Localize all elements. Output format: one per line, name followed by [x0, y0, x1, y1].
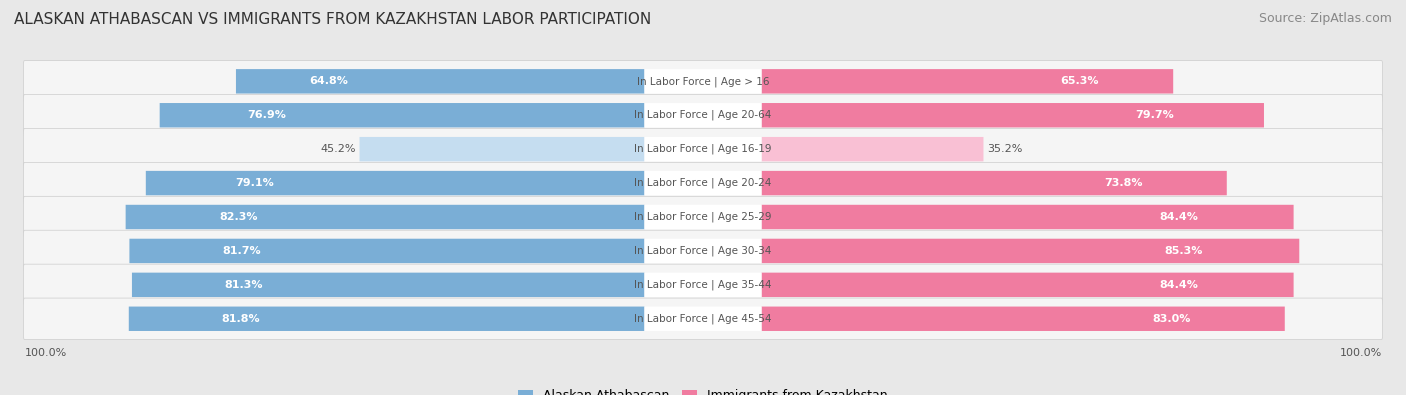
FancyBboxPatch shape	[644, 69, 762, 94]
Text: ALASKAN ATHABASCAN VS IMMIGRANTS FROM KAZAKHSTAN LABOR PARTICIPATION: ALASKAN ATHABASCAN VS IMMIGRANTS FROM KA…	[14, 12, 651, 27]
Text: 35.2%: 35.2%	[987, 144, 1022, 154]
Text: 84.4%: 84.4%	[1159, 280, 1198, 290]
FancyBboxPatch shape	[24, 162, 1382, 204]
FancyBboxPatch shape	[24, 230, 1382, 272]
FancyBboxPatch shape	[125, 205, 644, 229]
FancyBboxPatch shape	[762, 205, 1294, 229]
Text: 79.7%: 79.7%	[1135, 110, 1174, 120]
Text: In Labor Force | Age 20-24: In Labor Force | Age 20-24	[634, 178, 772, 188]
FancyBboxPatch shape	[132, 273, 644, 297]
Text: 82.3%: 82.3%	[219, 212, 257, 222]
Text: 64.8%: 64.8%	[309, 76, 349, 87]
Text: 81.3%: 81.3%	[224, 280, 263, 290]
FancyBboxPatch shape	[762, 239, 1299, 263]
Text: In Labor Force | Age 16-19: In Labor Force | Age 16-19	[634, 144, 772, 154]
FancyBboxPatch shape	[762, 171, 1227, 195]
FancyBboxPatch shape	[644, 273, 762, 297]
Text: In Labor Force | Age 30-34: In Labor Force | Age 30-34	[634, 246, 772, 256]
Text: 100.0%: 100.0%	[24, 348, 66, 357]
FancyBboxPatch shape	[644, 307, 762, 331]
FancyBboxPatch shape	[644, 171, 762, 195]
FancyBboxPatch shape	[24, 60, 1382, 102]
Text: In Labor Force | Age > 16: In Labor Force | Age > 16	[637, 76, 769, 87]
Text: 81.8%: 81.8%	[222, 314, 260, 324]
Text: 100.0%: 100.0%	[1340, 348, 1382, 357]
Text: 73.8%: 73.8%	[1105, 178, 1143, 188]
Text: 84.4%: 84.4%	[1159, 212, 1198, 222]
Text: In Labor Force | Age 25-29: In Labor Force | Age 25-29	[634, 212, 772, 222]
Text: 65.3%: 65.3%	[1060, 76, 1099, 87]
FancyBboxPatch shape	[24, 298, 1382, 339]
Text: 45.2%: 45.2%	[321, 144, 356, 154]
FancyBboxPatch shape	[129, 307, 644, 331]
Text: 81.7%: 81.7%	[222, 246, 260, 256]
FancyBboxPatch shape	[762, 137, 983, 162]
Text: In Labor Force | Age 45-54: In Labor Force | Age 45-54	[634, 314, 772, 324]
FancyBboxPatch shape	[24, 264, 1382, 306]
FancyBboxPatch shape	[146, 171, 644, 195]
FancyBboxPatch shape	[129, 239, 644, 263]
FancyBboxPatch shape	[762, 103, 1264, 128]
Text: In Labor Force | Age 20-64: In Labor Force | Age 20-64	[634, 110, 772, 120]
FancyBboxPatch shape	[160, 103, 644, 128]
FancyBboxPatch shape	[236, 69, 644, 94]
FancyBboxPatch shape	[360, 137, 644, 162]
FancyBboxPatch shape	[644, 137, 762, 162]
Text: 85.3%: 85.3%	[1164, 246, 1202, 256]
FancyBboxPatch shape	[644, 239, 762, 263]
FancyBboxPatch shape	[762, 307, 1285, 331]
FancyBboxPatch shape	[24, 196, 1382, 238]
FancyBboxPatch shape	[24, 128, 1382, 170]
FancyBboxPatch shape	[762, 69, 1173, 94]
FancyBboxPatch shape	[24, 94, 1382, 136]
Text: 76.9%: 76.9%	[247, 110, 285, 120]
Legend: Alaskan Athabascan, Immigrants from Kazakhstan: Alaskan Athabascan, Immigrants from Kaza…	[513, 384, 893, 395]
Text: Source: ZipAtlas.com: Source: ZipAtlas.com	[1258, 12, 1392, 25]
Text: In Labor Force | Age 35-44: In Labor Force | Age 35-44	[634, 280, 772, 290]
Text: 83.0%: 83.0%	[1153, 314, 1191, 324]
FancyBboxPatch shape	[762, 273, 1294, 297]
FancyBboxPatch shape	[644, 205, 762, 229]
FancyBboxPatch shape	[644, 103, 762, 128]
Text: 79.1%: 79.1%	[236, 178, 274, 188]
